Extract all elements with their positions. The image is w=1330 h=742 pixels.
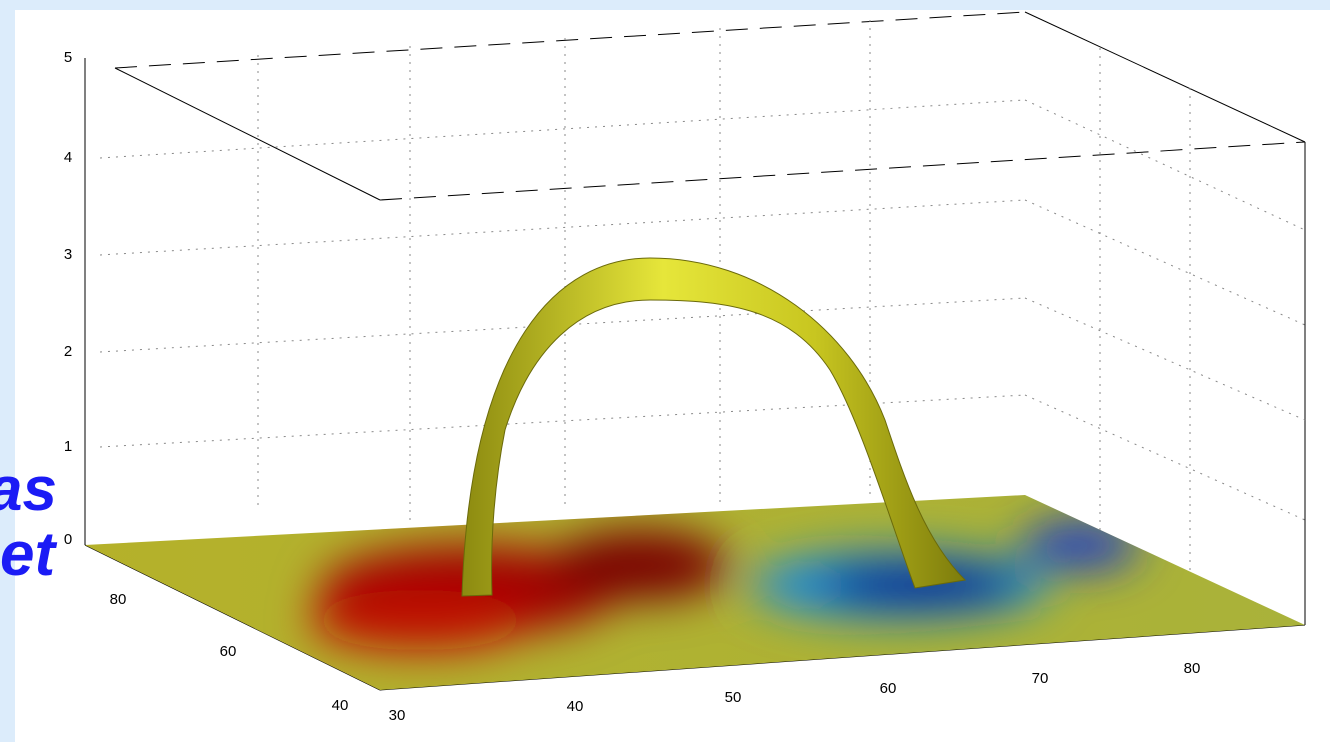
z-tick-label: 5 (64, 49, 72, 66)
x-tick-label: 80 (1184, 660, 1201, 677)
y-tick-label: 60 (220, 643, 237, 660)
x-tick-label: 40 (567, 698, 584, 715)
z-tick-label: 0 (64, 531, 72, 548)
z-tick-label: 1 (64, 438, 72, 455)
z-tick-label: 4 (64, 149, 72, 166)
x-tick-label: 60 (880, 680, 897, 697)
overlay-text: et (0, 520, 57, 589)
z-tick-label: 2 (64, 343, 72, 360)
z-tick-label: 3 (64, 246, 72, 263)
x-tick-label: 50 (725, 689, 742, 706)
x-tick-label: 70 (1032, 670, 1049, 687)
y-tick-label: 80 (110, 591, 127, 608)
y-tick-label: 40 (332, 697, 349, 714)
page: 012345406080304050607080 as et (() => { … (0, 0, 1330, 742)
overlay-text: as (0, 455, 57, 524)
x-tick-label: 30 (389, 707, 406, 724)
plot-scene: 0 1 2 3 4 5 40 60 80 30 40 50 60 70 80 as et (0, 0, 1330, 742)
